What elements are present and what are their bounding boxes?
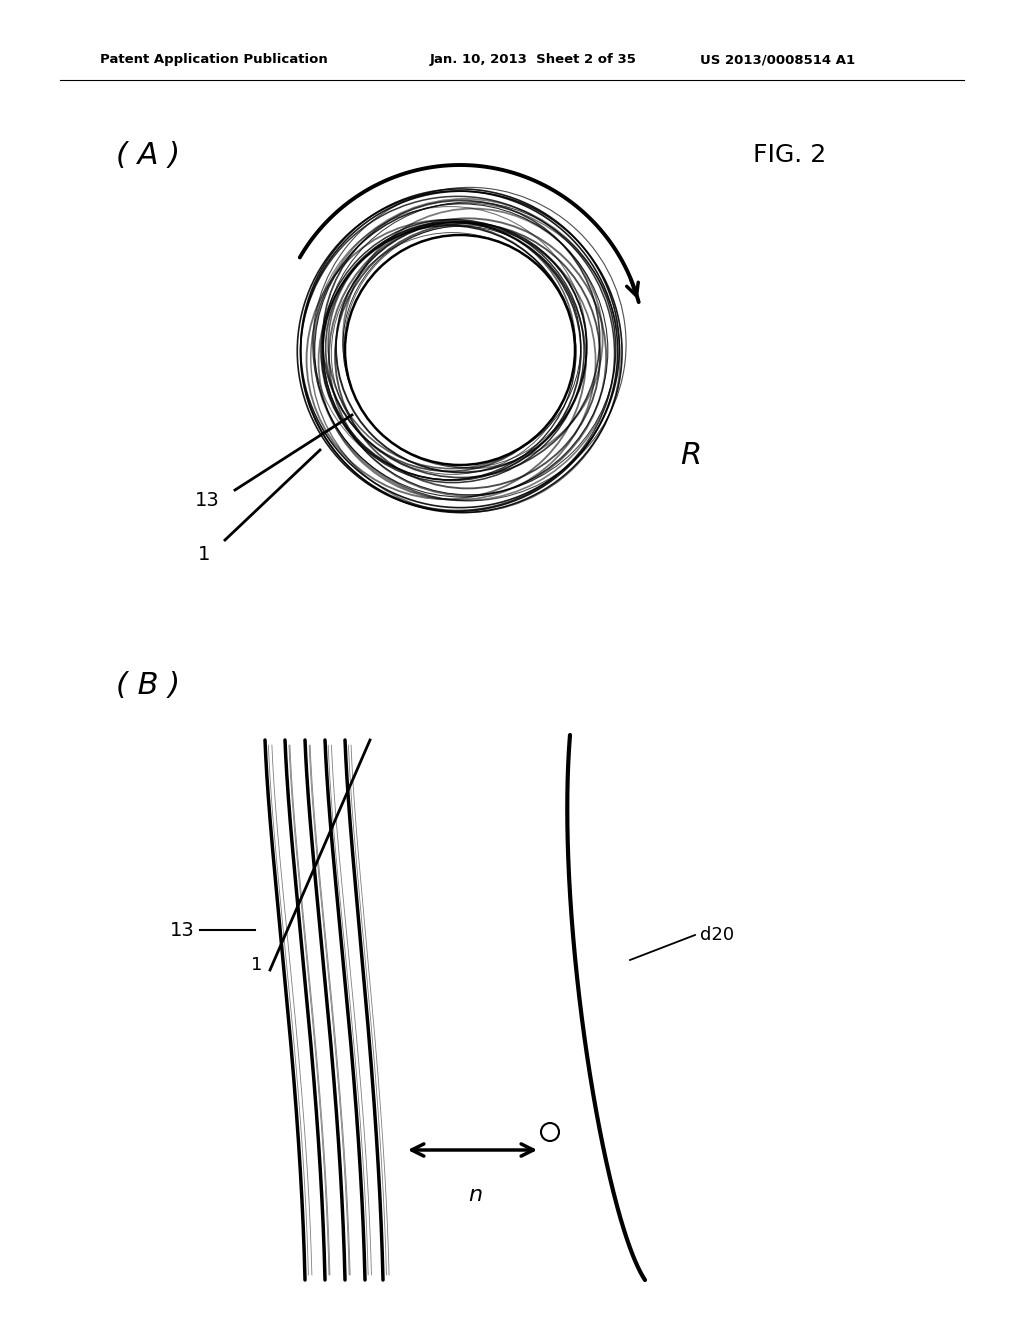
Text: 1: 1: [198, 545, 210, 565]
Circle shape: [345, 235, 575, 465]
Text: ( B ): ( B ): [116, 671, 180, 700]
Text: Jan. 10, 2013  Sheet 2 of 35: Jan. 10, 2013 Sheet 2 of 35: [430, 54, 637, 66]
Text: 13: 13: [196, 491, 220, 510]
Text: ( A ): ( A ): [116, 140, 180, 169]
Text: FIG. 2: FIG. 2: [754, 143, 826, 168]
Text: 13: 13: [170, 920, 195, 940]
Text: US 2013/0008514 A1: US 2013/0008514 A1: [700, 54, 855, 66]
Text: n: n: [468, 1185, 482, 1205]
Text: d20: d20: [700, 927, 734, 944]
Text: R: R: [680, 441, 701, 470]
Text: Patent Application Publication: Patent Application Publication: [100, 54, 328, 66]
Text: 1: 1: [251, 956, 262, 974]
